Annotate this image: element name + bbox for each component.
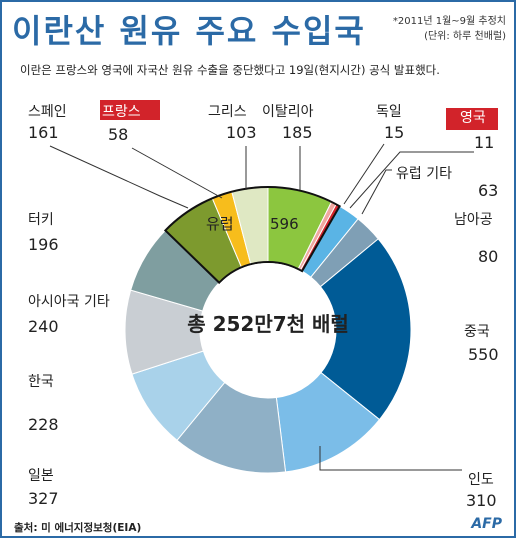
value-아시아국-기타: 240 xyxy=(28,317,59,336)
europe-group-outline xyxy=(163,186,341,285)
value-스페인: 161 xyxy=(28,123,59,142)
chart-description: 이란은 프랑스와 영국에 자국산 원유 수출을 중단했다고 19일(현지시간) … xyxy=(20,63,440,77)
label-이탈리아: 이탈리아 xyxy=(262,104,314,120)
value-중국: 550 xyxy=(468,345,499,364)
value-터키: 196 xyxy=(28,235,59,254)
label-그리스: 그리스 xyxy=(208,104,247,120)
units-note: *2011년 1월~9월 추정치 (단위: 하루 천배럴) xyxy=(393,14,506,44)
slice-중국 xyxy=(319,238,412,421)
leader-유럽-기타 xyxy=(361,169,392,215)
label-영국: 영국 xyxy=(460,110,486,126)
leaders-layer xyxy=(49,143,474,471)
label-스페인: 스페인 xyxy=(28,104,67,120)
value-한국: 228 xyxy=(28,415,59,434)
leader-스페인 xyxy=(49,145,189,209)
highlight-box-프랑스 xyxy=(100,100,160,120)
label-아시아국-기타: 아시아국 기타 xyxy=(28,294,110,310)
leader-프랑스 xyxy=(131,147,223,199)
source-credit: 출처: 미 에너지정보청(EIA) xyxy=(14,522,142,534)
highlight-box-영국 xyxy=(446,108,498,130)
label-독일: 독일 xyxy=(376,104,402,120)
slices-layer xyxy=(124,186,412,474)
value-유럽-기타: 63 xyxy=(478,181,498,200)
label-유럽-기타: 유럽 기타 xyxy=(396,166,452,182)
estimate-note: *2011년 1월~9월 추정치 xyxy=(392,16,506,27)
value-남아공: 80 xyxy=(478,247,498,266)
center-total-label: 총 252만7천 배럴 xyxy=(187,312,349,336)
value-인도: 310 xyxy=(466,491,497,510)
value-독일: 15 xyxy=(384,123,404,142)
label-일본: 일본 xyxy=(28,468,54,484)
value-프랑스: 58 xyxy=(108,125,128,144)
label-인도: 인도 xyxy=(468,472,494,488)
value-그리스: 103 xyxy=(226,123,257,142)
leader-영국 xyxy=(349,151,474,209)
label-프랑스: 프랑스 xyxy=(102,104,141,120)
value-일본: 327 xyxy=(28,489,59,508)
unit-note: (단위: 하루 천배럴) xyxy=(424,31,506,42)
leader-인도 xyxy=(319,446,462,471)
value-영국: 11 xyxy=(474,133,494,152)
afp-logo: AFP xyxy=(471,516,502,532)
europe-group-label: 유럽 xyxy=(206,215,234,233)
chart-title: 이란산 원유 주요 수입국 xyxy=(12,12,366,50)
europe-group-value: 596 xyxy=(270,215,299,233)
label-터키: 터키 xyxy=(28,212,54,228)
value-이탈리아: 185 xyxy=(282,123,313,142)
label-남아공: 남아공 xyxy=(454,212,493,228)
labels-layer: 이탈리아 185 독일 15 영국 11 유럽 기타 63 남아공 80 중국 550 인도 310 일본 3… xyxy=(28,100,499,510)
label-중국: 중국 xyxy=(464,324,490,340)
donut-hole xyxy=(201,263,335,397)
label-한국: 한국 xyxy=(28,374,54,390)
leader-독일 xyxy=(343,143,385,205)
